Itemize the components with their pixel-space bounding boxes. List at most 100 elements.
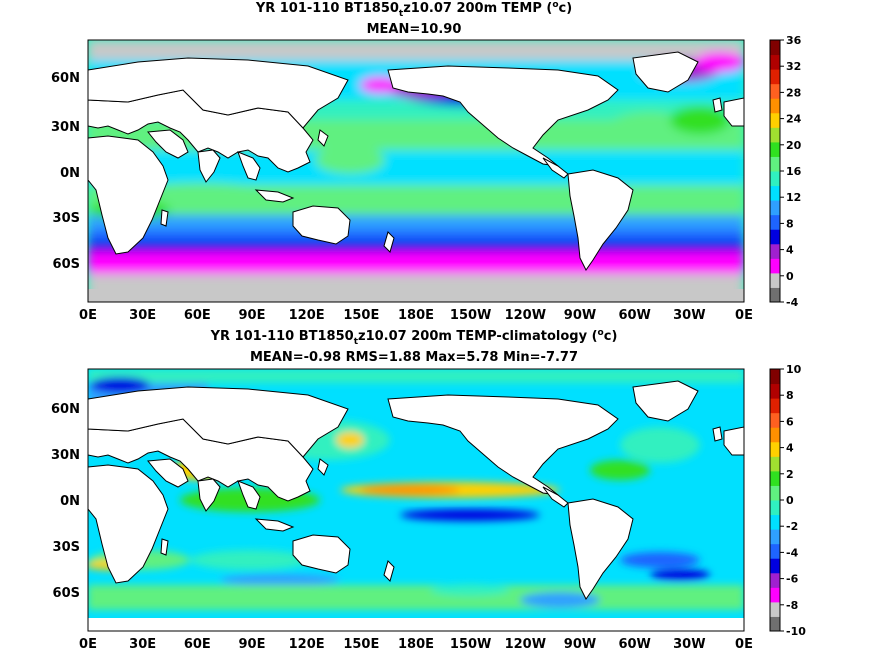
- lon-label: 90W: [564, 308, 596, 323]
- lon-label: 60E: [184, 637, 211, 652]
- lon-label: 90W: [564, 637, 596, 652]
- bottom-lon-axis: 0E 30E 60E 90E 120E 150E 180E 150W 120W 90W 60W 30W…: [79, 637, 753, 652]
- bottom-panel: YR 101-110 BT1850tz10.07 200m TEMP-clima…: [51, 328, 806, 652]
- lon-label: 150E: [343, 637, 379, 652]
- colorbar-tick-label: 8: [786, 389, 794, 402]
- lon-label: 0E: [79, 308, 97, 323]
- lon-label: 0E: [735, 308, 753, 323]
- top-stats: MEAN=10.90: [367, 22, 462, 37]
- lon-label: 120E: [289, 637, 325, 652]
- top-map-frame: [87, 39, 745, 303]
- colorbar-swatch: [770, 258, 780, 274]
- lon-label: 30W: [673, 308, 705, 323]
- lon-label: 150E: [343, 308, 379, 323]
- colorbar-swatch: [770, 383, 780, 399]
- lon-label: 30W: [673, 637, 705, 652]
- colorbar-swatch: [770, 500, 780, 516]
- colorbar-swatch: [770, 243, 780, 259]
- lat-label: 30N: [51, 448, 80, 463]
- top-map-field: [88, 40, 744, 302]
- lat-label: 60S: [53, 586, 80, 601]
- colorbar-tick-label: 8: [786, 217, 794, 230]
- top-lon-axis: 0E 30E 60E 90E 120E 150E 180E 150W 120W 90W 60W 30W…: [79, 308, 753, 323]
- lon-label: 150W: [450, 637, 491, 652]
- colorbar-swatch: [770, 485, 780, 501]
- colorbar-tick-label: 4: [786, 244, 794, 257]
- top-panel: YR 101-110 BT1850tz10.07 200m TEMP (oc) …: [51, 0, 802, 323]
- colorbar-swatch: [770, 587, 780, 603]
- top-title: YR 101-110 BT1850tz10.07 200m TEMP (oc): [255, 0, 572, 19]
- bottom-stats: MEAN=-0.98 RMS=1.88 Max=5.78 Min=-7.77: [250, 350, 578, 365]
- lon-label: 120E: [289, 308, 325, 323]
- lat-label: 0N: [60, 494, 80, 509]
- colorbar-swatch: [770, 572, 780, 588]
- colorbar-tick-label: 28: [786, 86, 801, 99]
- bottom-map-field: [88, 369, 744, 631]
- colorbar-tick-label: -4: [786, 546, 799, 559]
- lat-label: 30S: [53, 540, 80, 555]
- lat-label: 60N: [51, 402, 80, 417]
- colorbar-swatch: [770, 83, 780, 99]
- colorbar-swatch: [770, 412, 780, 428]
- lon-label: 180E: [398, 637, 434, 652]
- lon-label: 60W: [618, 637, 650, 652]
- bottom-map-frame: [87, 368, 745, 632]
- bottom-colorbar: 10 8 6 4 2 0 -2 -4 -6 -8 -10: [769, 363, 806, 638]
- colorbar-swatch: [770, 456, 780, 472]
- colorbar-swatch: [770, 185, 780, 201]
- colorbar-tick-label: 2: [786, 468, 794, 481]
- lat-label: 30S: [53, 211, 80, 226]
- lon-label: 120W: [505, 308, 546, 323]
- colorbar-swatch: [770, 141, 780, 157]
- bottom-title: YR 101-110 BT1850tz10.07 200m TEMP-clima…: [210, 328, 618, 347]
- colorbar-swatch: [770, 54, 780, 70]
- colorbar-tick-label: 36: [786, 34, 802, 47]
- lon-label: 180E: [398, 308, 434, 323]
- colorbar-swatch: [770, 127, 780, 143]
- lon-label: 60W: [618, 308, 650, 323]
- lon-label: 0E: [735, 637, 753, 652]
- colorbar-tick-label: -4: [786, 296, 799, 309]
- colorbar-tick-label: -8: [786, 599, 798, 612]
- colorbar-swatch: [770, 171, 780, 187]
- colorbar-tick-label: 16: [786, 165, 802, 178]
- lat-label: 30N: [51, 120, 80, 135]
- bottom-lat-axis: 60N 30N 0N 30S 60S: [51, 402, 80, 601]
- lon-label: 90E: [239, 637, 266, 652]
- colorbar-swatch: [770, 369, 780, 385]
- colorbar-swatch: [770, 200, 780, 216]
- colorbar-swatch: [770, 441, 780, 457]
- colorbar-swatch: [770, 214, 780, 230]
- colorbar-swatch: [770, 529, 780, 545]
- colorbar-swatch: [770, 98, 780, 114]
- colorbar-swatch: [770, 112, 780, 128]
- colorbar-tick-label: -6: [786, 573, 799, 586]
- colorbar-tick-label: 0: [786, 270, 794, 283]
- lon-label: 30E: [129, 308, 156, 323]
- colorbar-tick-label: 6: [786, 415, 794, 428]
- colorbar-tick-label: 12: [786, 191, 801, 204]
- colorbar-swatch: [770, 69, 780, 85]
- colorbar-swatch: [770, 514, 780, 530]
- lon-label: 30E: [129, 637, 156, 652]
- lon-label: 60E: [184, 308, 211, 323]
- lon-label: 0E: [79, 637, 97, 652]
- colorbar-swatch: [770, 470, 780, 486]
- colorbar-swatch: [770, 156, 780, 172]
- colorbar-swatch: [770, 287, 780, 303]
- colorbar-tick-label: -2: [786, 520, 798, 533]
- colorbar-swatch: [770, 427, 780, 443]
- top-lat-axis: 60N 30N 0N 30S 60S: [51, 71, 80, 272]
- colorbar-swatch: [770, 543, 780, 559]
- colorbar-tick-label: 20: [786, 139, 802, 152]
- colorbar-tick-label: 0: [786, 494, 794, 507]
- colorbar-tick-label: 10: [786, 363, 802, 376]
- colorbar-swatch: [770, 616, 780, 632]
- colorbar-swatch: [770, 272, 780, 288]
- lon-label: 150W: [450, 308, 491, 323]
- lon-label: 120W: [505, 637, 546, 652]
- colorbar-tick-label: 32: [786, 60, 801, 73]
- colorbar-swatch: [770, 601, 780, 617]
- colorbar-swatch: [770, 398, 780, 414]
- lon-label: 90E: [239, 308, 266, 323]
